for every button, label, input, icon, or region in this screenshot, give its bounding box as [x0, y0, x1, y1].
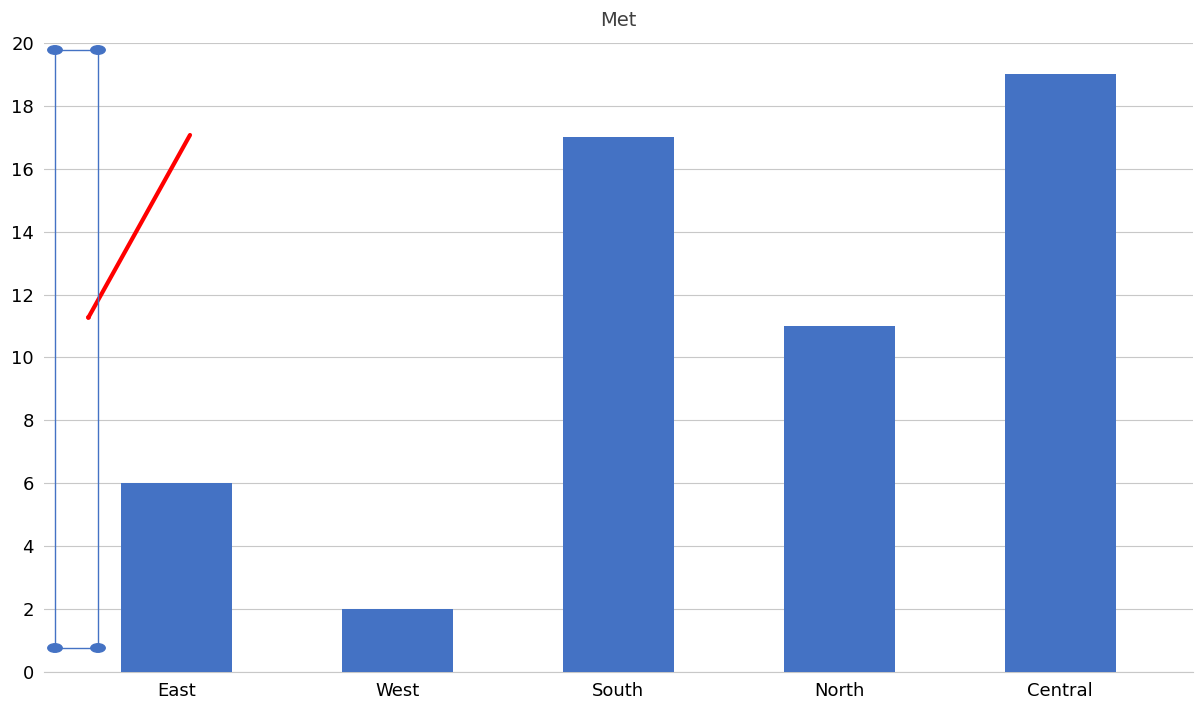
Bar [342, 609, 453, 672]
Bar [784, 326, 895, 672]
Bar [563, 137, 673, 672]
Title: Met: Met [600, 11, 637, 30]
Bar [122, 483, 231, 672]
Bar [1005, 74, 1116, 672]
